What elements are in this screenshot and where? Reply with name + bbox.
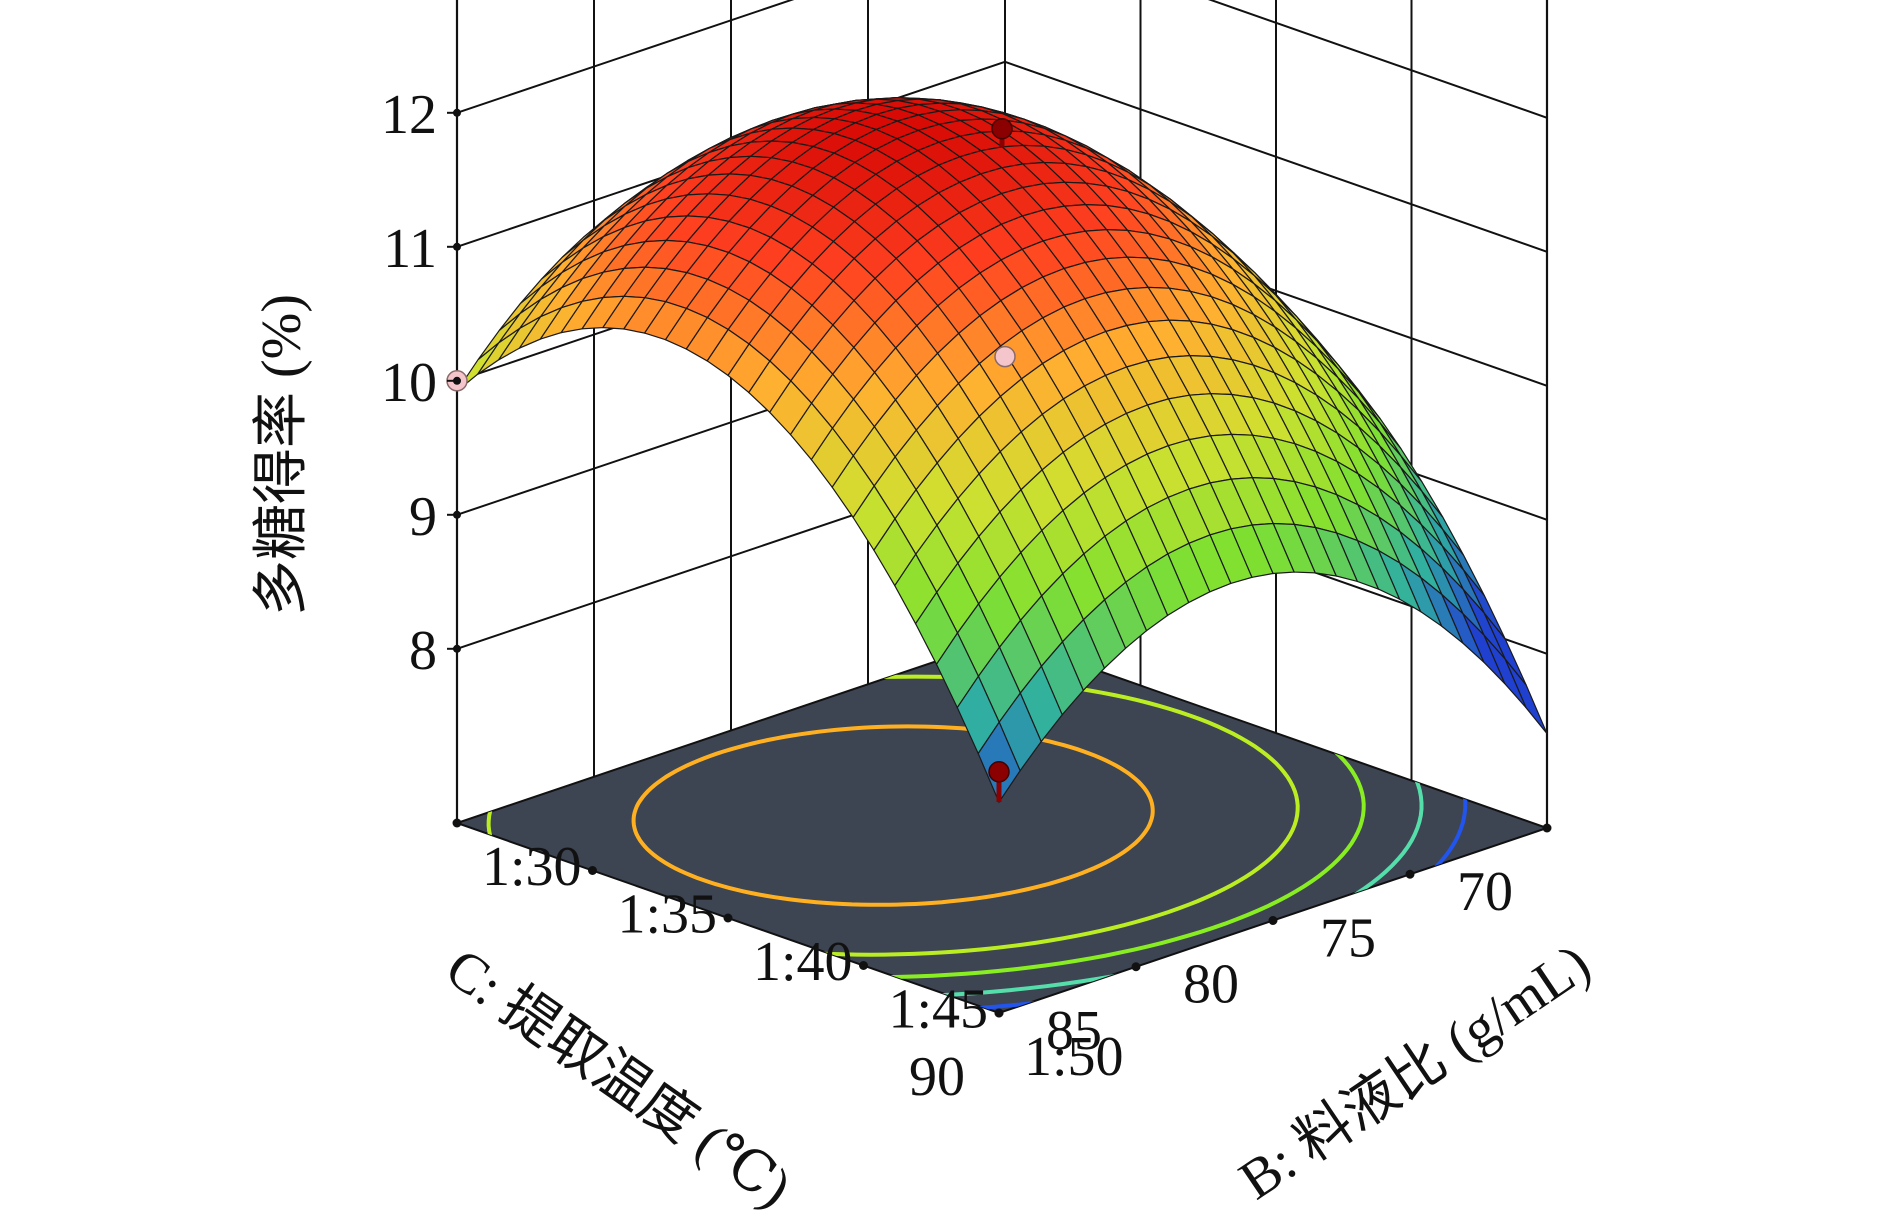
wall-hgrid [456, 0, 1548, 119]
x-tick-dot [723, 913, 733, 923]
z-axis-title: 多糖得率 (%) [251, 294, 313, 616]
y-tick-label: 90 [909, 1046, 965, 1108]
x-tick-label: 1:35 [618, 884, 718, 946]
x-tick-label: 1:45 [889, 979, 989, 1041]
y-tick-label: 85 [1046, 1000, 1102, 1062]
y-axis-title: C: 提取温度 (℃) [435, 937, 802, 1220]
design-point-above [988, 761, 1010, 783]
y-tick-dot [1542, 823, 1552, 833]
z-tick-dot [453, 510, 461, 519]
x-tick-dot [452, 818, 462, 828]
x-tick-dot [859, 961, 868, 970]
z-tick-dot [453, 644, 461, 653]
response-surface [456, 96, 1548, 804]
surface-cell [1504, 658, 1548, 734]
x-tick-label: 1:40 [753, 931, 853, 993]
wall-hgrid [456, 60, 1548, 253]
x-tick-dot [994, 1008, 1004, 1018]
x-axis-title: B: 料液比 (g/mL) [1229, 932, 1602, 1211]
z-tick-dot [453, 242, 461, 251]
design-point-above [991, 117, 1013, 140]
z-tick-label: 12 [381, 84, 437, 146]
x-tick-dot [588, 866, 597, 875]
axes: 8 9 10 11 12 70 75 80 85 90 1:30 1:35 1:40 1:45 1:50 [381, 84, 1552, 1108]
z-tick-label: 9 [409, 486, 437, 548]
x-tick-label: 1:50 [1024, 1026, 1124, 1088]
z-tick-label: 11 [383, 218, 437, 280]
z-tick-dot [453, 108, 461, 117]
design-points [446, 117, 1016, 803]
y-tick-dot [1268, 916, 1278, 925]
y-tick-label: 70 [1457, 861, 1513, 923]
z-tick-label: 8 [409, 620, 437, 682]
y-tick-label: 80 [1183, 954, 1239, 1016]
y-tick-dot [1405, 869, 1415, 879]
z-tick-label: 10 [381, 352, 437, 414]
design-point-below [994, 345, 1016, 368]
y-tick-dot [1131, 962, 1141, 972]
contour-line [631, 724, 1155, 907]
x-tick-label: 1:30 [482, 836, 582, 898]
z-tick-dot [453, 376, 461, 385]
y-tick-label: 75 [1320, 907, 1376, 969]
